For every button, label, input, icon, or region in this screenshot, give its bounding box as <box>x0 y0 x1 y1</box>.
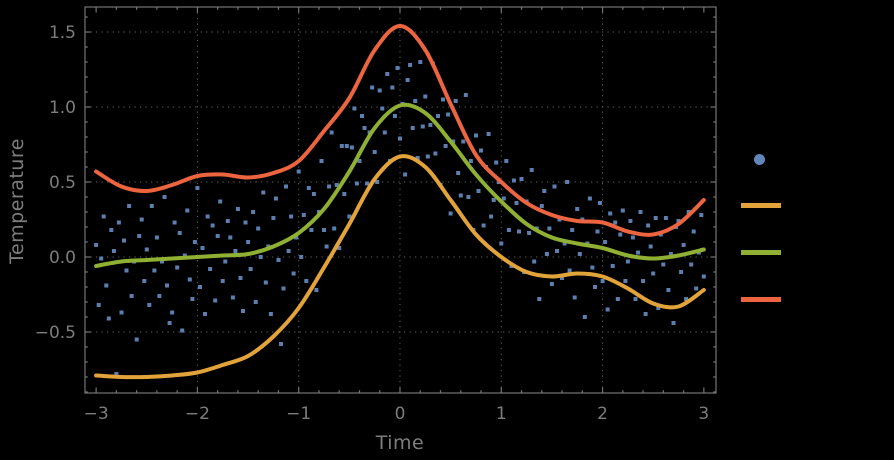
x-tick-label: −1 <box>286 404 311 424</box>
x-tick-label: 2 <box>597 404 608 424</box>
legend-observations-marker <box>754 153 765 165</box>
ticks <box>85 7 716 393</box>
x-tick-label: 0 <box>395 404 406 424</box>
lower-band-curve <box>94 154 706 380</box>
legend-mean-marker <box>741 249 781 255</box>
legend-lower-band-marker <box>741 203 781 209</box>
y-axis-label: Temperature <box>6 138 28 264</box>
mean-curve <box>94 102 706 268</box>
y-tick-label: 1.5 <box>49 23 76 43</box>
upper-band-curve <box>94 24 706 237</box>
y-tick-label: 0.0 <box>49 248 76 268</box>
x-axis-label: Time <box>375 432 425 454</box>
x-tick-label: −3 <box>84 404 109 424</box>
legend-item-mean <box>741 246 781 258</box>
legend-item-upper-band <box>741 293 781 305</box>
y-tick-label: 1.0 <box>49 98 76 118</box>
y-tick-label: 0.5 <box>49 173 76 193</box>
legend-item-observations <box>741 153 781 165</box>
legend-item-lower-band <box>741 200 781 212</box>
y-tick-label: −0.5 <box>35 323 76 343</box>
gridlines <box>85 7 716 393</box>
x-tick-label: 1 <box>496 404 507 424</box>
legend-upper-band-marker <box>741 296 781 302</box>
x-tick-label: −2 <box>185 404 210 424</box>
x-tick-label: 3 <box>698 404 709 424</box>
plot-frame <box>84 6 717 394</box>
